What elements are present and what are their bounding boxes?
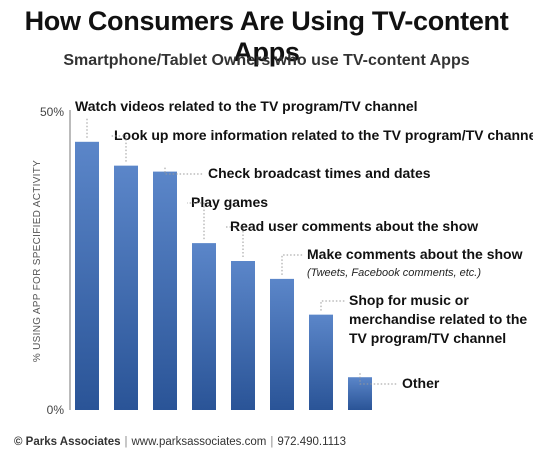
bar — [192, 243, 216, 410]
chart-subtitle: Smartphone/Tablet Owners who use TV-cont… — [63, 52, 470, 69]
y-tick-label: 50% — [40, 105, 64, 119]
leader-line — [320, 300, 345, 311]
category-label: Make comments about the show — [307, 246, 523, 262]
leader-line — [359, 373, 398, 385]
bar — [75, 141, 99, 411]
category-label: merchandise related to the — [349, 311, 527, 327]
footer: © Parks Associates | www.parksassociates.c… — [14, 436, 346, 448]
bar — [348, 377, 372, 410]
category-sublabel: (Tweets, Facebook comments, etc.) — [307, 267, 481, 279]
y-axis-label: % USING APP FOR SPECIFIED ACTIVITY — [32, 160, 43, 362]
bar — [270, 278, 294, 410]
bar — [153, 171, 177, 410]
leader-line — [164, 167, 204, 175]
category-label: Shop for music or — [349, 292, 469, 308]
leader-line — [281, 254, 303, 275]
y-tick-label: 0% — [47, 403, 65, 417]
footer-company: © Parks Associates — [14, 436, 121, 448]
category-label: Read user comments about the show — [230, 218, 478, 234]
category-label: Play games — [191, 194, 268, 210]
category-label: Check broadcast times and dates — [208, 165, 431, 181]
chart-title: How Consumers Are Using TV-content Apps — [24, 6, 509, 67]
category-label: Other — [402, 375, 440, 391]
bar — [114, 165, 138, 410]
footer-phone: 972.490.1113 — [277, 436, 346, 448]
bar — [309, 314, 333, 410]
category-label: Watch videos related to the TV program/T… — [75, 98, 418, 114]
leader-line — [187, 202, 205, 240]
category-label: Look up more information related to the … — [114, 127, 533, 143]
footer-url: www.parksassociates.com — [131, 436, 267, 448]
leader-line — [110, 135, 127, 162]
category-label: TV program/TV channel — [349, 330, 506, 346]
bar — [231, 261, 255, 410]
